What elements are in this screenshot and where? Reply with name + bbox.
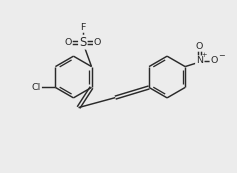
Text: +: + [202, 52, 207, 58]
Text: O: O [210, 56, 218, 65]
Text: N: N [196, 56, 203, 65]
Text: −: − [218, 51, 224, 60]
Text: S: S [79, 36, 86, 49]
Text: O: O [196, 42, 203, 51]
Text: O: O [64, 38, 72, 47]
Text: Cl: Cl [32, 83, 41, 92]
Text: F: F [80, 23, 85, 32]
Text: O: O [94, 38, 101, 47]
